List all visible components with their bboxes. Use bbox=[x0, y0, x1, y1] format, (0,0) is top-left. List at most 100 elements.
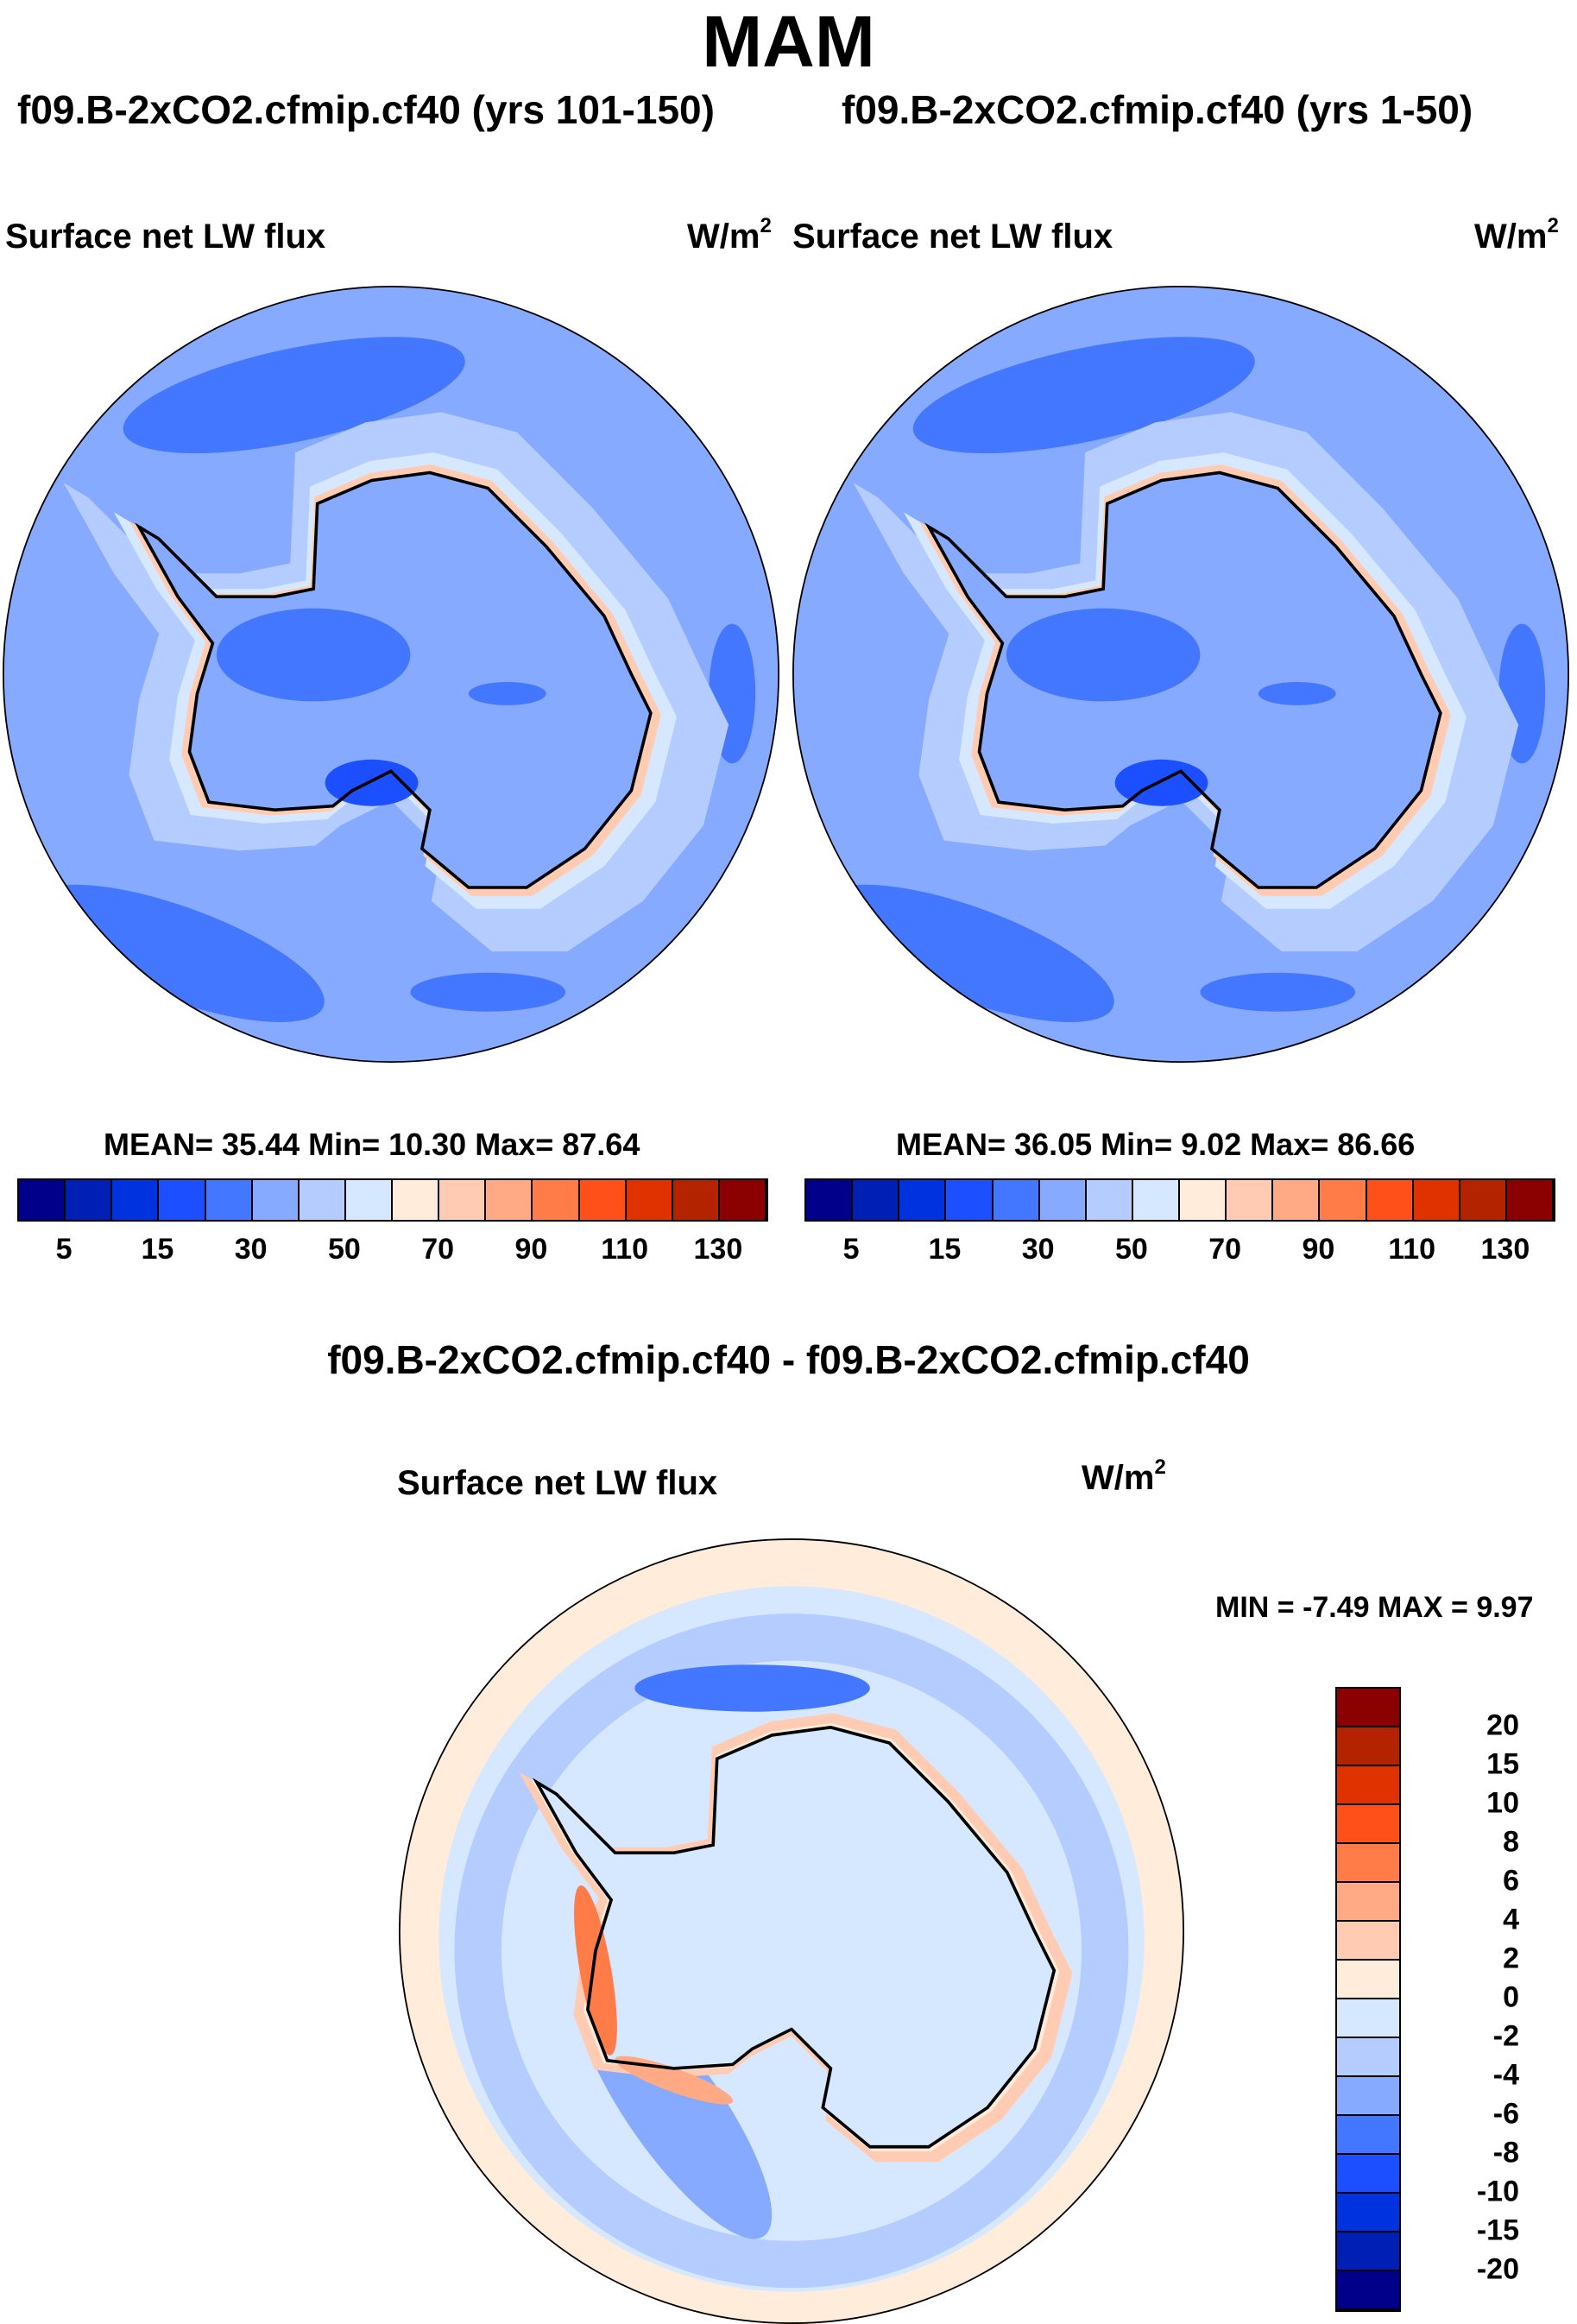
colorbar-box bbox=[1413, 1180, 1460, 1220]
antarctica-coastline bbox=[924, 470, 1442, 889]
contour-region bbox=[536, 1727, 1055, 2147]
colorbar-tick-label: 15 bbox=[928, 1233, 962, 1266]
colorbar-box bbox=[112, 1180, 160, 1220]
colorbar-box bbox=[345, 1180, 393, 1220]
colorbar-box bbox=[1337, 2038, 1399, 2077]
colorbar-box bbox=[1337, 1883, 1399, 1922]
contour-region bbox=[31, 884, 325, 1022]
colorbar-tick-label: 110 bbox=[601, 1233, 649, 1266]
colorbar-box bbox=[946, 1180, 994, 1220]
colorbar-tick-label: 8 bbox=[1503, 1825, 1519, 1859]
colorbar-tick-label: 20 bbox=[1486, 1708, 1519, 1742]
colorbar-box bbox=[1337, 1999, 1399, 2038]
colorbar-box bbox=[1337, 1689, 1399, 1727]
colorbar-box bbox=[159, 1180, 206, 1220]
diff-min-max: MIN = -7.49 MAX = 9.97 bbox=[1215, 1591, 1534, 1624]
colorbar-tick-label: 30 bbox=[1021, 1233, 1055, 1266]
colorbar-tick-label: -10 bbox=[1476, 2175, 1519, 2208]
map-field bbox=[792, 286, 1569, 1063]
colorbar-box bbox=[393, 1180, 440, 1220]
colorbar-box bbox=[1337, 1844, 1399, 1883]
panel-1-variable-label: Surface net LW flux bbox=[5, 218, 326, 256]
panel-2-units: W/m2 bbox=[1474, 214, 1559, 256]
figure-title: MAM bbox=[702, 1, 875, 82]
colorbar-tick-label: 2 bbox=[1503, 1942, 1519, 1975]
colorbar-box bbox=[1039, 1180, 1087, 1220]
colorbar-box bbox=[1460, 1180, 1507, 1220]
colorbar-difference bbox=[1335, 1687, 1401, 2312]
map-field bbox=[399, 1538, 1184, 2324]
panel-1-title: f09.B-2xCO2.cfmip.cf40 (yrs 101-150) bbox=[17, 87, 715, 132]
colorbar-tick-label: 0 bbox=[1503, 1980, 1519, 2014]
colorbar-box bbox=[1506, 1180, 1554, 1220]
colorbar-box bbox=[853, 1180, 900, 1220]
map-boundary bbox=[2, 285, 780, 1064]
colorbar-tick-label: -15 bbox=[1476, 2213, 1519, 2247]
colorbar-box bbox=[806, 1180, 854, 1220]
panel-2-title: f09.B-2xCO2.cfmip.cf40 (yrs 1-50) bbox=[842, 87, 1473, 132]
colorbar-box bbox=[1366, 1180, 1414, 1220]
diff-variable-label: Surface net LW flux bbox=[397, 1464, 718, 1502]
colorbar-box bbox=[1086, 1180, 1133, 1220]
colorbar-box bbox=[1337, 2116, 1399, 2155]
contour-region bbox=[634, 1664, 870, 1712]
colorbar-panel-2 bbox=[804, 1178, 1555, 1222]
colorbar-tick-label: 5 bbox=[55, 1233, 73, 1266]
antarctica-coastline bbox=[532, 1726, 1057, 2149]
colorbar-box bbox=[1132, 1180, 1180, 1220]
colorbar-box bbox=[533, 1180, 580, 1220]
colorbar-box bbox=[486, 1180, 533, 1220]
colorbar-box bbox=[1337, 1727, 1399, 1766]
colorbar-tick-label: 10 bbox=[1486, 1786, 1519, 1820]
colorbar-box bbox=[672, 1180, 720, 1220]
panel-2-variable-label: Surface net LW flux bbox=[792, 218, 1113, 256]
colorbar-panel-1 bbox=[17, 1178, 768, 1222]
colorbar-tick-label: -2 bbox=[1492, 2019, 1519, 2053]
contour-region bbox=[615, 2056, 734, 2105]
colorbar-box bbox=[1337, 2077, 1399, 2116]
panel-1-stats: MEAN= 35.44 Min= 10.30 Max= 87.64 bbox=[104, 1127, 640, 1162]
map-panel-2 bbox=[792, 285, 1570, 1064]
map-panel-1 bbox=[2, 285, 780, 1064]
colorbar-box bbox=[1337, 1961, 1399, 1999]
colorbar-box bbox=[1180, 1180, 1227, 1220]
colorbar-box bbox=[1337, 1805, 1399, 1844]
difference-title: f09.B-2xCO2.cfmip.cf40 - f09.B-2xCO2.cfm… bbox=[327, 1337, 1250, 1382]
colorbar-box bbox=[1273, 1180, 1321, 1220]
colorbar-tick-label: -8 bbox=[1492, 2136, 1519, 2169]
antarctica-coastline bbox=[135, 470, 653, 889]
colorbar-tick-label: -4 bbox=[1492, 2058, 1519, 2092]
diff-units: W/m2 bbox=[1082, 1456, 1166, 1497]
colorbar-tick-label: 15 bbox=[1486, 1747, 1519, 1781]
colorbar-tick-label: -6 bbox=[1492, 2097, 1519, 2131]
colorbar-tick-label: 90 bbox=[1302, 1233, 1335, 1266]
colorbar-tick-label: 5 bbox=[842, 1233, 860, 1266]
colorbar-box bbox=[19, 1180, 66, 1220]
panel-1-units: W/m2 bbox=[687, 214, 772, 256]
colorbar-box bbox=[899, 1180, 947, 1220]
colorbar-tick-label: 50 bbox=[1114, 1233, 1148, 1266]
colorbar-tick-label: 6 bbox=[1503, 1864, 1519, 1898]
colorbar-box bbox=[1337, 1922, 1399, 1961]
colorbar-box bbox=[439, 1180, 487, 1220]
contour-region bbox=[1200, 972, 1356, 1012]
colorbar-box bbox=[66, 1180, 113, 1220]
panel-2-stats: MEAN= 36.05 Min= 9.02 Max= 86.66 bbox=[896, 1127, 1416, 1162]
colorbar-tick-label: 15 bbox=[141, 1233, 174, 1266]
colorbar-box bbox=[1227, 1180, 1274, 1220]
colorbar-box bbox=[205, 1180, 253, 1220]
colorbar-tick-label: 30 bbox=[234, 1233, 268, 1266]
colorbar-tick-label: 70 bbox=[1208, 1233, 1242, 1266]
map-boundary bbox=[792, 285, 1570, 1064]
contour-region bbox=[574, 1885, 617, 2056]
contour-region bbox=[123, 337, 465, 454]
colorbar-box bbox=[626, 1180, 673, 1220]
colorbar-box bbox=[1337, 1766, 1399, 1805]
contour-region bbox=[410, 972, 566, 1012]
colorbar-box bbox=[1337, 2155, 1399, 2194]
contour-region bbox=[216, 608, 411, 702]
contour-region bbox=[454, 1614, 1129, 2289]
map-difference bbox=[399, 1538, 1184, 2324]
map-field bbox=[3, 286, 779, 1063]
